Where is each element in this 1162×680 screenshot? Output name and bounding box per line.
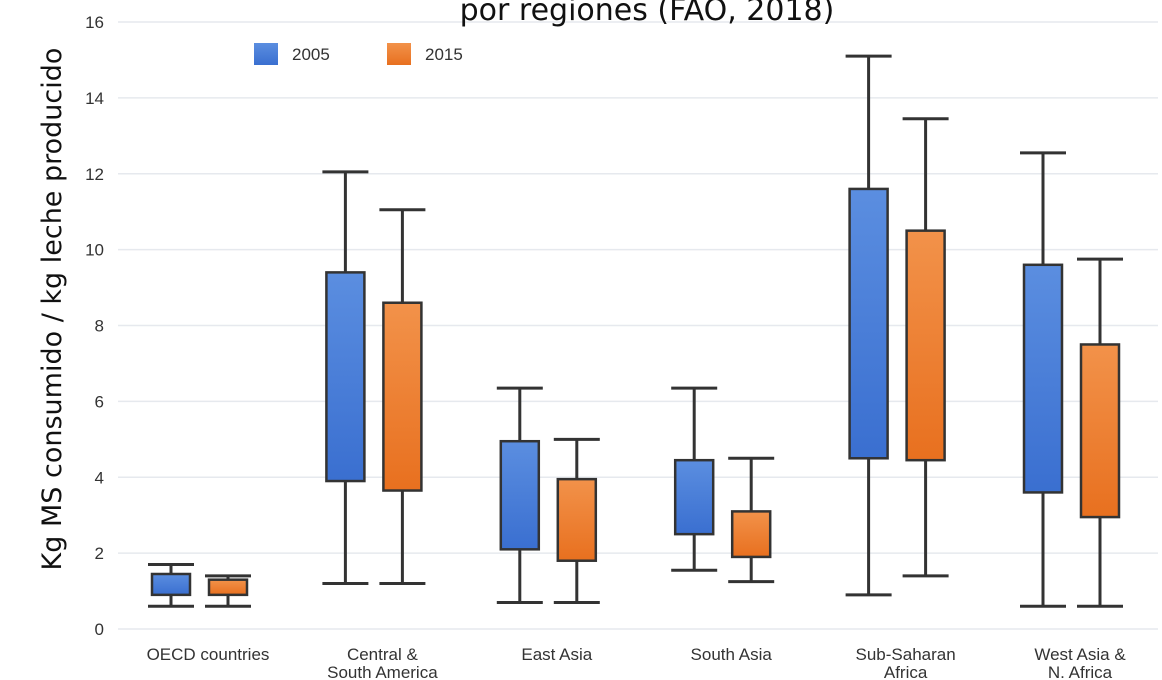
y-tick-label: 6: [95, 392, 104, 411]
box-body: [848, 187, 889, 460]
x-category-label: East Asia: [521, 645, 592, 664]
box-body: [325, 271, 366, 483]
box-body: [499, 439, 541, 551]
grid: [118, 21, 1158, 630]
box-2015-4: [902, 117, 949, 578]
box-body: [150, 572, 192, 597]
x-category-label: West Asia & N. Africa: [1034, 645, 1126, 680]
y-tick-label: 16: [85, 13, 104, 32]
y-tick-label: 0: [95, 620, 104, 639]
x-category-label: South Asia: [691, 645, 773, 664]
x-category-label-line: East Asia: [521, 645, 592, 664]
chart-title: por regiones (FAO, 2018): [460, 0, 835, 28]
legend-item-2005: 2005: [254, 43, 330, 65]
box-2015-2: [553, 437, 600, 604]
y-axis-ticks: 0 2 4 6 8 10 12 14 16: [85, 13, 104, 639]
y-tick-label: 12: [85, 165, 104, 184]
x-category-label-line: N. Africa: [1048, 663, 1113, 680]
legend-label: 2015: [425, 45, 463, 64]
y-tick-label: 14: [85, 89, 104, 108]
box-2005-4: [845, 54, 892, 597]
x-category-label-line: Central &: [347, 645, 419, 664]
x-category-label: Sub-Saharan Africa: [856, 645, 956, 680]
legend-item-2015: 2015: [387, 43, 463, 65]
box-body: [1022, 263, 1064, 494]
box-2015-5: [1077, 257, 1123, 608]
box-body: [1079, 343, 1121, 519]
y-tick-label: 10: [85, 241, 104, 260]
box-2005-2: [496, 386, 543, 604]
x-category-label-line: South Asia: [691, 645, 773, 664]
legend: 2005 2015: [254, 43, 463, 65]
x-category-label: Central & South America: [327, 645, 438, 680]
legend-label: 2005: [292, 45, 330, 64]
box-2015-1: [379, 208, 426, 585]
box-2005-1: [322, 170, 369, 585]
box-2015-3: [728, 456, 775, 584]
box-body: [905, 229, 946, 462]
box-2005-5: [1020, 151, 1066, 608]
y-axis-label: Kg MS consumido / kg leche producido: [37, 48, 68, 571]
legend-swatch: [254, 43, 278, 65]
boxes: [148, 54, 1123, 608]
box-body: [382, 301, 423, 492]
x-category-label-line: Sub-Saharan: [856, 645, 956, 664]
box-body: [730, 510, 772, 559]
x-category-label: OECD countries: [147, 645, 270, 664]
box-2005-0: [148, 563, 194, 608]
x-category-label-line: Africa: [884, 663, 928, 680]
x-axis-categories: OECD countries Central & South America East…: [147, 645, 1127, 680]
box-body: [207, 578, 249, 597]
y-tick-label: 8: [95, 317, 104, 336]
box-body: [673, 458, 715, 536]
box-body: [556, 477, 598, 562]
y-tick-label: 4: [95, 468, 104, 487]
legend-swatch: [387, 43, 411, 65]
y-tick-label: 2: [95, 544, 104, 563]
x-category-label-line: South America: [327, 663, 438, 680]
box-2005-3: [671, 386, 718, 572]
box-2015-0: [205, 574, 251, 608]
x-category-label-line: OECD countries: [147, 645, 270, 664]
x-category-label-line: West Asia &: [1034, 645, 1126, 664]
